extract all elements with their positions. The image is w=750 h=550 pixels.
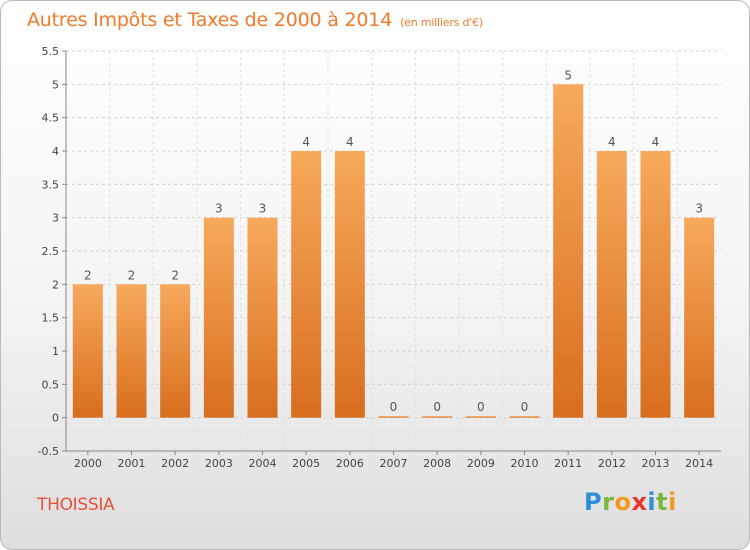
x-tick-label-2010: 2010	[511, 457, 539, 470]
y-tick-label: 0	[52, 412, 59, 425]
value-label-2005: 4	[302, 135, 310, 149]
bar-2006	[334, 151, 365, 418]
x-tick-label-2014: 2014	[685, 457, 713, 470]
logo-letter: r	[602, 488, 615, 516]
y-tick-label: 3.5	[42, 178, 60, 191]
y-tick-label: 5.5	[42, 45, 60, 58]
chart-title: Autres Impôts et Taxes de 2000 à 2014 (en…	[27, 9, 483, 31]
x-tick-label-2007: 2007	[380, 457, 408, 470]
y-tick-label: 5	[52, 78, 59, 91]
chart-title-unit: (en milliers d'€)	[400, 16, 483, 29]
x-tick-label-2011: 2011	[554, 457, 582, 470]
y-tick-label: 4	[52, 145, 59, 158]
bar-2003	[203, 217, 234, 418]
commune-name: THOISSIA	[37, 495, 115, 515]
bar-2010	[509, 416, 540, 418]
bar-2012	[596, 151, 627, 418]
value-label-2001: 2	[128, 268, 136, 282]
logo-letter: x	[631, 488, 648, 516]
value-label-2010: 0	[521, 400, 529, 414]
x-tick-label-2001: 2001	[118, 457, 146, 470]
logo-letter: i	[647, 488, 657, 516]
y-tick-label: 0.5	[42, 378, 60, 391]
bars	[72, 84, 715, 418]
value-label-2008: 0	[433, 400, 441, 414]
x-tick-label-2004: 2004	[249, 457, 277, 470]
y-tick-label: -0.5	[38, 445, 59, 458]
x-tick-label-2006: 2006	[336, 457, 364, 470]
value-label-2013: 4	[652, 135, 660, 149]
bar-2000	[72, 284, 103, 418]
bar-2013	[640, 151, 671, 418]
labels: -0.5 0 0.5 1 1.5 2 2.5 3 3.5 4 4.5 5 5.5 2 2000 2 2001 2 2…	[38, 45, 714, 470]
bar-2002	[160, 284, 191, 418]
value-label-2003: 3	[215, 202, 223, 216]
x-tick-label-2012: 2012	[598, 457, 626, 470]
x-tick-label-2005: 2005	[292, 457, 320, 470]
x-tick-label-2003: 2003	[205, 457, 233, 470]
value-label-2004: 3	[259, 202, 267, 216]
x-tick-label-2008: 2008	[423, 457, 451, 470]
logo-letter: i	[668, 488, 677, 516]
bar-2008	[422, 416, 453, 418]
logo-letter: P	[584, 488, 603, 516]
bar-2007	[378, 416, 409, 418]
y-tick-label: 2	[52, 278, 59, 291]
x-tick-label-2002: 2002	[161, 457, 189, 470]
bar-2005	[291, 151, 322, 418]
value-label-2000: 2	[84, 268, 92, 282]
y-tick-label: 1	[52, 345, 59, 358]
value-label-2014: 3	[695, 202, 703, 216]
value-label-2007: 0	[390, 400, 398, 414]
bar-2011	[553, 84, 584, 418]
bar-2009	[465, 416, 496, 418]
bar-2001	[116, 284, 147, 418]
bar-2014	[684, 217, 715, 418]
logo-letter: t	[656, 488, 669, 516]
proxiti-logo: Proxiti	[584, 488, 677, 516]
value-label-2012: 4	[608, 135, 616, 149]
chart-title-text: Autres Impôts et Taxes de 2000 à 2014	[27, 9, 393, 31]
y-tick-label: 1.5	[42, 312, 60, 325]
axes	[62, 50, 721, 455]
logo-letter: o	[614, 488, 632, 516]
x-tick-label-2009: 2009	[467, 457, 495, 470]
value-label-2006: 4	[346, 135, 354, 149]
x-tick-label-2013: 2013	[642, 457, 670, 470]
value-label-2009: 0	[477, 400, 485, 414]
value-label-2002: 2	[171, 268, 179, 282]
y-tick-label: 2.5	[42, 245, 60, 258]
bar-2004	[247, 217, 278, 418]
y-tick-label: 3	[52, 212, 59, 225]
y-tick-label: 4.5	[42, 112, 60, 125]
value-label-2011: 5	[564, 68, 572, 82]
x-tick-label-2000: 2000	[74, 457, 102, 470]
